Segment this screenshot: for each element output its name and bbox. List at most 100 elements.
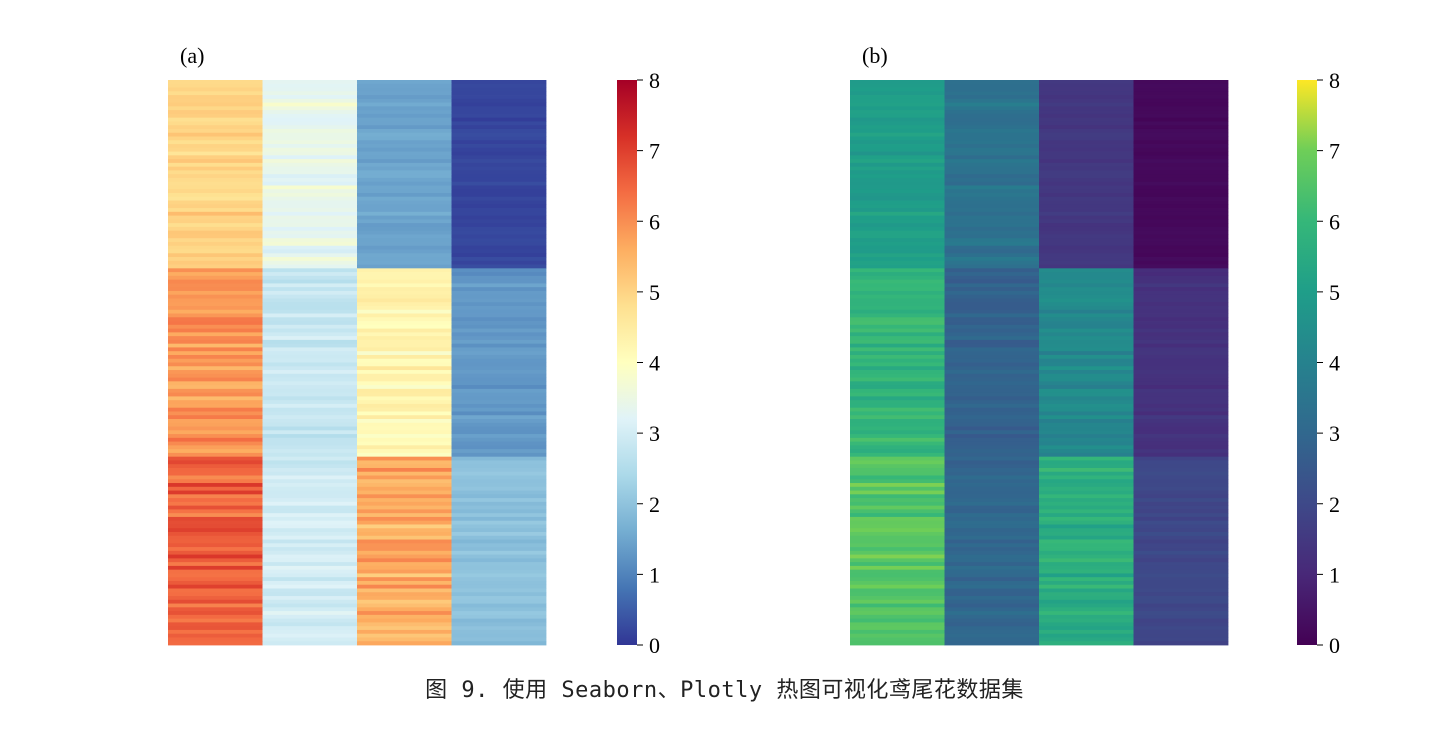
- heatmap-cell: [451, 452, 547, 458]
- heatmap-cell: [357, 298, 452, 303]
- heatmap-cell: [451, 80, 547, 85]
- heatmap-cell: [451, 181, 547, 186]
- heatmap-cell: [944, 283, 1040, 288]
- heatmap-cell: [168, 140, 263, 145]
- colorbar-tick-label: 6: [649, 209, 660, 234]
- heatmap-cell: [262, 230, 358, 235]
- heatmap-cell: [1133, 287, 1229, 292]
- heatmap-cell: [451, 215, 547, 220]
- heatmap-cell: [168, 136, 263, 141]
- heatmap-cell: [168, 629, 263, 635]
- heatmap-cell: [944, 513, 1040, 518]
- heatmap-cell: [168, 599, 263, 604]
- heatmap-cell: [168, 98, 263, 103]
- heatmap-cell: [357, 483, 452, 488]
- heatmap-cell: [944, 125, 1040, 130]
- heatmap-cell: [168, 588, 263, 593]
- heatmap-cell: [1039, 151, 1134, 156]
- heatmap-cell: [451, 313, 547, 318]
- heatmap-cell: [1133, 543, 1229, 548]
- heatmap-cell: [944, 275, 1040, 281]
- heatmap-cell: [1133, 91, 1229, 96]
- heatmap-cell: [451, 110, 547, 115]
- colorbar-tick-label: 0: [1329, 633, 1340, 658]
- heatmap-cell: [357, 434, 452, 439]
- heatmap-cell: [357, 607, 452, 612]
- heatmap-cell: [262, 223, 358, 228]
- heatmap-cell: [944, 313, 1040, 318]
- heatmap-cell: [850, 106, 945, 111]
- heatmap-cell: [1039, 614, 1134, 620]
- heatmap-cell: [944, 358, 1040, 363]
- heatmap-cell: [944, 588, 1040, 593]
- heatmap-cell: [168, 170, 263, 175]
- heatmap-cell: [168, 565, 263, 571]
- heatmap-cell: [451, 170, 547, 175]
- heatmap-cell: [944, 539, 1040, 544]
- heatmap-cell: [357, 351, 452, 356]
- heatmap-cell: [1039, 385, 1134, 390]
- heatmap-cell: [451, 136, 547, 141]
- heatmap-cell: [850, 343, 945, 348]
- heatmap-cell: [944, 257, 1040, 262]
- heatmap-cell: [850, 449, 945, 454]
- heatmap-cell: [262, 614, 358, 620]
- heatmap-cell: [1133, 577, 1229, 582]
- heatmap-cell: [1039, 332, 1134, 337]
- heatmap-cell: [1133, 98, 1229, 103]
- heatmap-cell: [262, 317, 358, 322]
- heatmap-cell: [451, 434, 547, 439]
- heatmap-cell: [262, 558, 358, 563]
- heatmap-cell: [357, 475, 452, 480]
- heatmap-cell: [357, 80, 452, 85]
- heatmap-cell: [944, 516, 1040, 522]
- heatmap-cell: [944, 208, 1040, 213]
- heatmap-cell: [357, 637, 452, 642]
- heatmap-cell: [168, 309, 263, 314]
- heatmap-cell: [1039, 140, 1134, 145]
- heatmap-cell: [1039, 588, 1134, 593]
- heatmap-cell: [1133, 117, 1229, 122]
- heatmap-cell: [944, 226, 1040, 232]
- colorbar-tick-label: 2: [649, 492, 660, 517]
- heatmap-cell: [944, 287, 1040, 292]
- heatmap-cell: [1133, 155, 1229, 160]
- heatmap-cell: [357, 479, 452, 484]
- heatmap-cell: [944, 155, 1040, 160]
- heatmap-cell: [1039, 580, 1134, 586]
- heatmap-cell: [168, 486, 263, 491]
- heatmap-cell: [262, 98, 358, 103]
- heatmap-cell: [451, 588, 547, 593]
- heatmap-cell: [168, 419, 263, 424]
- heatmap-cell: [357, 144, 452, 149]
- heatmap-cell: [1133, 599, 1229, 604]
- heatmap-cell: [850, 596, 945, 601]
- heatmap-cell: [1039, 471, 1134, 476]
- heatmap-cell: [262, 366, 358, 371]
- heatmap-cell: [357, 449, 452, 454]
- heatmap-cell: [262, 603, 358, 608]
- heatmap-cell: [944, 430, 1040, 435]
- heatmap-cell: [357, 611, 452, 616]
- panel-b-label: (b): [862, 43, 888, 68]
- heatmap-cell: [357, 324, 452, 329]
- heatmap-cell: [262, 434, 358, 439]
- heatmap-cell: [168, 257, 263, 262]
- heatmap-cell: [451, 328, 547, 333]
- heatmap-cell: [262, 437, 358, 442]
- heatmap-cell: [168, 230, 263, 235]
- heatmap-cell: [944, 580, 1040, 586]
- heatmap-cell: [1039, 162, 1134, 168]
- heatmap-cell: [262, 91, 358, 96]
- heatmap-cell: [357, 98, 452, 103]
- heatmap-cell: [451, 464, 547, 469]
- heatmap-cell: [262, 208, 358, 213]
- heatmap-cell: [944, 629, 1040, 635]
- heatmap-cell: [357, 347, 452, 352]
- heatmap-cell: [850, 505, 945, 510]
- heatmap-cell: [168, 426, 263, 431]
- heatmap-cell: [357, 211, 452, 216]
- heatmap-cell: [850, 614, 945, 620]
- heatmap-cell: [451, 351, 547, 356]
- heatmap-cell: [850, 471, 945, 476]
